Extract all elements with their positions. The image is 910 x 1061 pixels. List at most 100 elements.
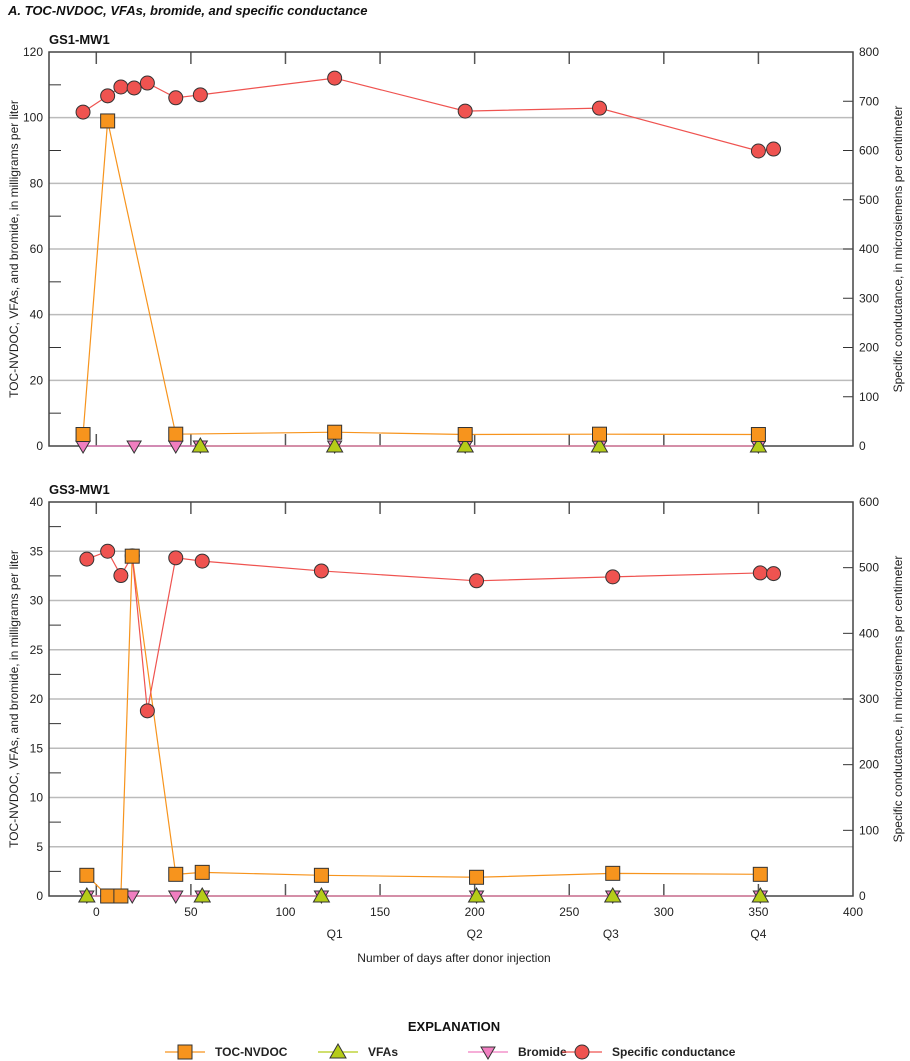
data-point-bromide xyxy=(124,890,141,904)
series-line-specific-conductance xyxy=(82,77,774,152)
data-point-specific-conductance xyxy=(192,87,208,103)
data-point-toc-nvdoc xyxy=(752,866,768,882)
y-tick-label: 60 xyxy=(30,242,44,256)
y2-tick-label: 100 xyxy=(859,390,879,404)
panel-title: GS1-MW1 xyxy=(49,32,110,47)
data-point-vfas xyxy=(749,436,768,453)
series-line-toc-nvdoc xyxy=(86,556,761,897)
data-point-vfas xyxy=(193,886,212,903)
data-point-specific-conductance xyxy=(126,80,142,96)
data-point-bromide xyxy=(126,440,142,454)
x-axis-label: Number of days after donor injection xyxy=(357,951,550,965)
y2-tick-label: 600 xyxy=(859,495,879,509)
y2-tick-label: 500 xyxy=(859,561,879,575)
figure-title: A. TOC-NVDOC, VFAs, bromide, and specifi… xyxy=(7,3,368,18)
y-tick-label: 30 xyxy=(30,594,44,608)
y2-tick-label: 500 xyxy=(859,193,879,207)
x-tick-label: 250 xyxy=(559,905,579,919)
panel-gs1-mw1: GS1-MW1 0 20 40 60 80 100 120 0 100 200 300 400 500 60… xyxy=(7,32,905,454)
y2-tick-label: 400 xyxy=(859,626,879,640)
legend: TOC-NVDOC VFAs Bromide Specific conductance xyxy=(165,1042,736,1060)
y2-tick-label: 200 xyxy=(859,758,879,772)
data-point-specific-conductance xyxy=(313,563,329,579)
x-tick-label: 300 xyxy=(654,905,674,919)
data-point-specific-conductance xyxy=(327,70,343,86)
data-point-toc-nvdoc xyxy=(592,426,608,442)
y-axis-label: TOC-NVDOC, VFAs, and bromide, in milligr… xyxy=(7,100,21,398)
y-tick-label: 25 xyxy=(30,643,44,657)
data-point-vfas xyxy=(77,886,96,903)
legend-item-specific-conductance: Specific conductance xyxy=(562,1044,736,1060)
data-point-specific-conductance xyxy=(605,569,621,585)
y2-tick-label: 400 xyxy=(859,242,879,256)
y-tick-label: 0 xyxy=(36,889,43,903)
y-tick-label: 5 xyxy=(36,840,43,854)
data-point-specific-conductance xyxy=(766,566,782,582)
legend-item-vfas: VFAs xyxy=(318,1042,398,1059)
data-point-toc-nvdoc xyxy=(168,426,184,442)
quarter-label: Q4 xyxy=(750,927,766,941)
panel-gs3-mw1: GS3-MW1051015202530354001002003004005006… xyxy=(7,482,905,941)
y-tick-label: 120 xyxy=(23,45,43,59)
data-point-specific-conductance xyxy=(194,553,210,569)
data-point-toc-nvdoc xyxy=(327,424,343,440)
data-point-specific-conductance xyxy=(75,104,91,120)
data-point-toc-nvdoc xyxy=(113,888,129,904)
y2-tick-label: 0 xyxy=(859,889,866,903)
data-point-specific-conductance xyxy=(139,703,155,719)
quarter-label: Q1 xyxy=(327,927,343,941)
x-tick-label: 0 xyxy=(93,905,100,919)
legend-label: TOC-NVDOC xyxy=(215,1045,288,1059)
legend-label: Specific conductance xyxy=(612,1045,736,1059)
x-tick-label: 150 xyxy=(370,905,390,919)
data-point-vfas xyxy=(191,436,210,453)
data-point-toc-nvdoc xyxy=(313,867,329,883)
data-point-specific-conductance xyxy=(457,103,473,119)
x-tick-label: 350 xyxy=(748,905,768,919)
data-point-specific-conductance xyxy=(750,143,766,159)
data-point-vfas xyxy=(325,436,344,453)
y2-axis-label: Specific conductance, in microsiemens pe… xyxy=(891,556,905,843)
y-tick-label: 100 xyxy=(23,111,43,125)
data-point-specific-conductance xyxy=(752,565,768,581)
data-point-specific-conductance xyxy=(113,568,129,584)
data-point-specific-conductance xyxy=(100,543,116,559)
y-tick-label: 40 xyxy=(30,495,44,509)
data-point-toc-nvdoc xyxy=(124,548,140,564)
data-point-toc-nvdoc xyxy=(100,888,116,904)
quarter-label: Q3 xyxy=(603,927,619,941)
y-axis-label: TOC-NVDOC, VFAs, and bromide, in milligr… xyxy=(7,550,21,848)
data-point-toc-nvdoc xyxy=(75,427,91,443)
y2-tick-label: 700 xyxy=(859,94,879,108)
legend-marker-square xyxy=(177,1044,193,1060)
legend-item-toc-nvdoc: TOC-NVDOC xyxy=(165,1044,288,1060)
y-tick-label: 20 xyxy=(30,692,44,706)
data-point-vfas xyxy=(467,886,486,903)
data-point-toc-nvdoc xyxy=(469,869,485,885)
y2-tick-label: 300 xyxy=(859,291,879,305)
data-point-bromide xyxy=(75,440,91,454)
legend-label: Bromide xyxy=(518,1045,567,1059)
data-point-toc-nvdoc xyxy=(750,427,766,443)
y-tick-label: 15 xyxy=(30,741,44,755)
data-point-vfas xyxy=(751,886,770,903)
y2-tick-label: 300 xyxy=(859,692,879,706)
y-tick-label: 10 xyxy=(30,791,44,805)
y2-tick-label: 800 xyxy=(859,45,879,59)
series-line-toc-nvdoc xyxy=(82,120,759,436)
data-point-vfas xyxy=(312,886,331,903)
data-point-toc-nvdoc xyxy=(100,113,116,129)
legend-label: VFAs xyxy=(368,1045,398,1059)
data-point-specific-conductance xyxy=(113,79,129,95)
data-point-vfas xyxy=(590,436,609,453)
y-tick-label: 20 xyxy=(30,373,44,387)
y2-axis-label: Specific conductance, in microsiemens pe… xyxy=(891,106,905,393)
data-point-specific-conductance xyxy=(79,551,95,567)
y-tick-label: 35 xyxy=(30,544,44,558)
data-point-specific-conductance xyxy=(168,550,184,566)
y2-tick-label: 600 xyxy=(859,144,879,158)
x-tick-label: 50 xyxy=(184,905,198,919)
x-tick-label: 200 xyxy=(465,905,485,919)
data-point-specific-conductance xyxy=(766,141,782,157)
x-tick-label: 400 xyxy=(843,905,863,919)
